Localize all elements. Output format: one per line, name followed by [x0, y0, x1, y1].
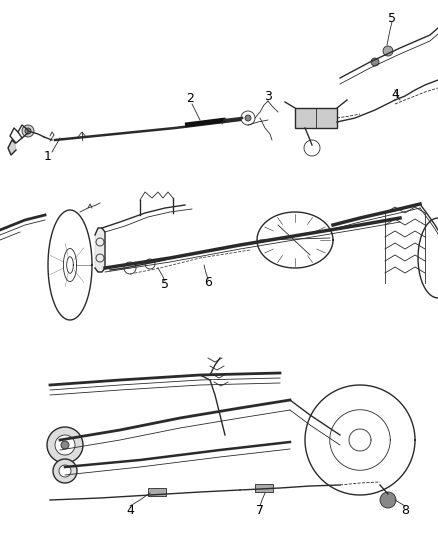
- Text: 6: 6: [204, 277, 212, 289]
- Bar: [255, 484, 273, 492]
- Circle shape: [47, 427, 83, 463]
- Circle shape: [55, 435, 75, 455]
- Circle shape: [145, 259, 155, 269]
- Circle shape: [53, 459, 77, 483]
- Text: 5: 5: [161, 279, 169, 292]
- Text: 3: 3: [264, 91, 272, 103]
- Circle shape: [61, 441, 69, 449]
- Circle shape: [59, 465, 71, 477]
- Circle shape: [245, 115, 251, 121]
- Circle shape: [383, 46, 393, 56]
- Bar: [295, 108, 337, 128]
- Circle shape: [25, 128, 31, 134]
- Polygon shape: [8, 140, 16, 155]
- Text: 5: 5: [388, 12, 396, 25]
- Circle shape: [124, 262, 136, 274]
- Polygon shape: [95, 228, 105, 272]
- Text: 8: 8: [401, 504, 409, 516]
- Text: 4: 4: [126, 504, 134, 516]
- Circle shape: [380, 492, 396, 508]
- Text: 4: 4: [391, 87, 399, 101]
- Text: 1: 1: [44, 149, 52, 163]
- Text: 2: 2: [186, 93, 194, 106]
- Circle shape: [371, 58, 379, 66]
- Bar: [148, 488, 166, 496]
- Text: 7: 7: [256, 504, 264, 516]
- Circle shape: [22, 125, 34, 137]
